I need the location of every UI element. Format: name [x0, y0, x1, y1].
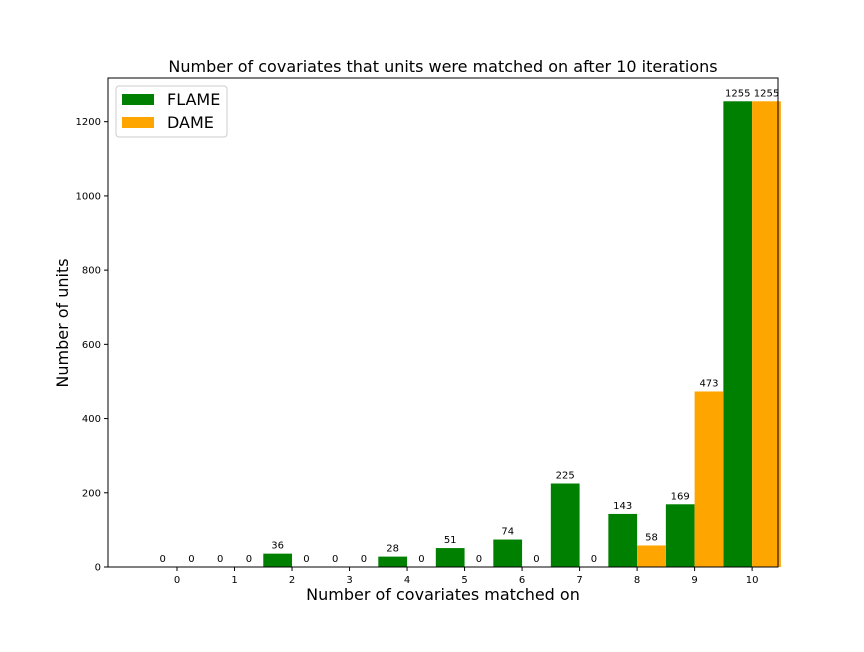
bar-dame-9 — [694, 391, 724, 567]
data-label-dame-5: 0 — [476, 554, 482, 565]
bar-flame-10 — [723, 101, 753, 568]
bar-flame-7 — [550, 483, 580, 567]
x-axis-label: Number of covariates matched on — [306, 585, 580, 604]
data-label-flame-9: 169 — [671, 491, 690, 502]
x-tick-label-2: 2 — [289, 575, 295, 586]
x-tick-label-7: 7 — [576, 575, 582, 586]
data-label-flame-8: 143 — [613, 501, 632, 512]
bar-flame-9 — [665, 504, 695, 567]
data-label-dame-8: 58 — [645, 532, 658, 543]
data-label-flame-7: 225 — [556, 471, 575, 482]
x-tick-label-5: 5 — [461, 575, 467, 586]
x-tick-label-0: 0 — [174, 575, 180, 586]
data-label-flame-4: 28 — [386, 544, 399, 555]
data-label-flame-6: 74 — [501, 527, 514, 538]
y-tick-label-200: 200 — [82, 488, 101, 499]
data-label-flame-10: 1255 — [725, 88, 750, 99]
data-label-dame-9: 473 — [699, 378, 718, 389]
legend-label-dame: DAME — [167, 113, 214, 132]
y-axis-label: Number of units — [53, 258, 72, 387]
data-label-flame-2: 36 — [271, 541, 284, 552]
data-label-dame-4: 0 — [418, 554, 424, 565]
data-label-dame-2: 0 — [303, 554, 309, 565]
x-tick-label-4: 4 — [404, 575, 410, 586]
bar-flame-6 — [493, 539, 523, 567]
data-label-flame-0: 0 — [159, 554, 165, 565]
y-tick-label-1200: 1200 — [76, 117, 101, 128]
x-tick-label-1: 1 — [231, 575, 237, 586]
bar-flame-4 — [378, 556, 408, 567]
y-tick-label-400: 400 — [82, 414, 101, 425]
data-label-flame-5: 51 — [444, 535, 457, 546]
y-tick-label-1000: 1000 — [76, 191, 101, 202]
data-label-dame-1: 0 — [246, 554, 252, 565]
bar-dame-10 — [752, 101, 781, 568]
chart-title: Number of covariates that units were mat… — [168, 57, 717, 76]
data-label-dame-7: 0 — [591, 554, 597, 565]
legend-label-flame: FLAME — [167, 90, 220, 109]
legend-swatch-flame — [122, 94, 154, 105]
data-label-dame-10: 1255 — [754, 88, 779, 99]
bar-flame-5 — [435, 548, 465, 567]
data-label-dame-3: 0 — [361, 554, 367, 565]
legend: FLAME DAME — [115, 85, 228, 138]
y-tick-label-0: 0 — [95, 563, 101, 574]
y-tick-label-800: 800 — [82, 266, 101, 277]
plot-frame — [107, 77, 779, 568]
bar-flame-2 — [263, 553, 293, 567]
x-tick-label-10: 10 — [746, 575, 759, 586]
x-tick-label-8: 8 — [634, 575, 640, 586]
data-label-dame-6: 0 — [533, 554, 539, 565]
data-label-flame-1: 0 — [217, 554, 223, 565]
y-tick-label-600: 600 — [82, 340, 101, 351]
data-label-flame-3: 0 — [332, 554, 338, 565]
x-tick-label-9: 9 — [691, 575, 697, 586]
x-tick-label-3: 3 — [346, 575, 352, 586]
x-tick-label-6: 6 — [519, 575, 525, 586]
legend-swatch-dame — [122, 117, 154, 128]
bar-dame-8 — [637, 545, 666, 567]
data-label-dame-0: 0 — [188, 554, 194, 565]
bar-flame-8 — [608, 513, 638, 567]
